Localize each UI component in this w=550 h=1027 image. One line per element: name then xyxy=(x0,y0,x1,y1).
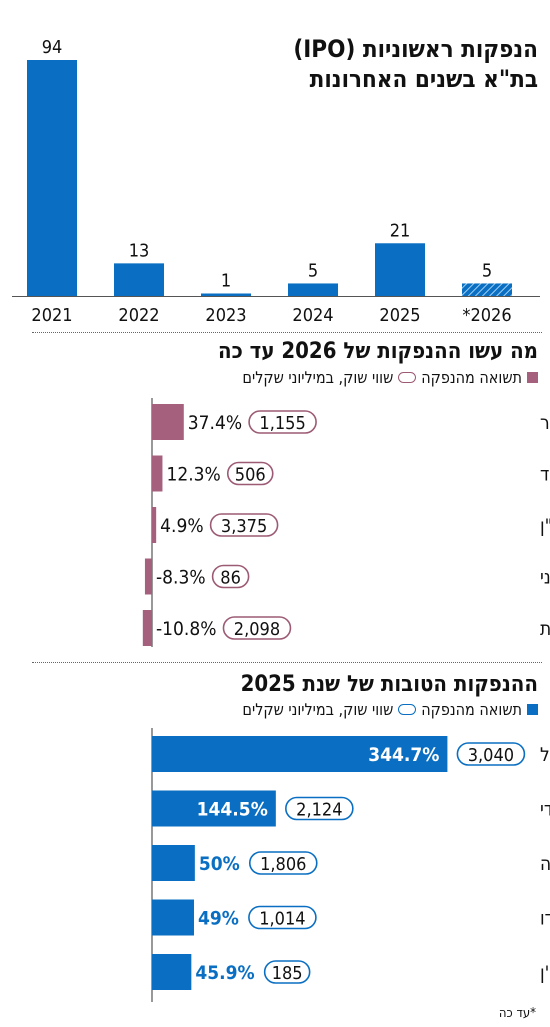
year-bar-value: 5 xyxy=(482,260,492,281)
year-bar-value: 5 xyxy=(308,260,318,281)
return-bar xyxy=(152,845,195,881)
return-value-label: -8.3% xyxy=(156,567,206,589)
legend-return-label: תשואה מהנפקה xyxy=(421,700,522,719)
year-tick-label: 2023 xyxy=(205,305,246,326)
company-label: בלדי xyxy=(540,799,550,821)
year-tick-label: 2022 xyxy=(118,305,159,326)
legend-return-label: תשואה מהנפקה xyxy=(421,368,522,387)
year-bar xyxy=(201,293,251,296)
return-value-label: 37.4% xyxy=(188,412,242,434)
section2-legend: תשואה מהנפקה שווי שוק, במיליוני שקלים xyxy=(242,368,538,387)
section3-legend: תשואה מהנפקה שווי שוק, במיליוני שקלים xyxy=(242,700,538,719)
return-value-label: 144.5% xyxy=(197,799,268,821)
market-value-label: 1,806 xyxy=(260,854,306,875)
ipo-2026-chart: סמארט שוטר 37.4% 1,155 אולטרייד 12.3% 506 רמי … xyxy=(142,398,550,647)
market-value-oval xyxy=(211,564,250,589)
year-bar xyxy=(375,243,425,296)
ipo-by-year-chart: 94 2021 13 2022 1 2023 5 2024 21 2025 5 *2026 xyxy=(12,37,540,326)
market-value-label: 1,155 xyxy=(259,413,305,434)
return-bar xyxy=(152,790,276,827)
legend-value-label: שווי שוק, במיליוני שקלים xyxy=(242,368,394,387)
market-value-oval xyxy=(285,796,354,821)
return-value-label: -10.8% xyxy=(156,618,216,640)
year-bar-value: 94 xyxy=(42,37,63,58)
section3-title: ההנפקות הטובות של שנת 2025 xyxy=(240,672,538,697)
market-value-oval xyxy=(248,905,317,930)
year-tick-label: 2024 xyxy=(292,305,333,326)
company-label: רמי לוי נדל"ן xyxy=(540,515,550,537)
return-value-label: 12.3% xyxy=(166,464,220,486)
chart1-title: הנפקות ראשוניות (IPO) בת"א בשנים האחרונו… xyxy=(293,34,538,94)
company-label: מגידו xyxy=(540,908,550,930)
legend-return-swatch xyxy=(527,372,538,383)
market-value-label: 3,375 xyxy=(221,516,267,537)
market-value-label: 185 xyxy=(272,963,303,984)
return-bar xyxy=(152,736,448,772)
return-bar xyxy=(152,455,163,492)
market-value-oval xyxy=(248,851,318,875)
return-bar xyxy=(144,558,152,595)
year-tick-label: 2025 xyxy=(379,305,420,326)
company-label: פרודלים השקעות xyxy=(540,618,550,640)
footnote: *עד כה xyxy=(498,1006,536,1021)
return-value-label: 344.7% xyxy=(368,744,439,766)
return-value-label: 49% xyxy=(198,908,239,930)
section2-title: מה עשו ההנפקות של 2026 עד כה xyxy=(217,339,538,364)
return-bar xyxy=(152,899,194,936)
year-bar xyxy=(288,283,338,296)
return-bar xyxy=(152,507,157,543)
company-label: מותג עירוני xyxy=(540,567,550,589)
market-value-oval xyxy=(209,513,279,537)
company-label: אקסון ויז'ן xyxy=(540,962,550,984)
return-value-label: 45.9% xyxy=(195,962,254,984)
ipo-2025-chart: אר פי אופטיקל 344.7% 3,040 בלדי 144.5% 2,124 ע… xyxy=(151,728,550,1002)
year-tick-label: *2026 xyxy=(462,305,511,326)
market-value-label: 2,098 xyxy=(234,619,280,640)
chart1-title-line1: הנפקות ראשוניות (IPO) xyxy=(293,35,538,63)
return-value-label: 4.9% xyxy=(160,515,203,537)
year-bar-value: 1 xyxy=(221,270,231,291)
return-bar xyxy=(142,610,152,646)
year-bar-value: 21 xyxy=(390,220,411,241)
year-bar xyxy=(114,263,164,296)
market-value-label: 86 xyxy=(220,568,241,589)
market-value-label: 1,014 xyxy=(259,909,305,930)
market-value-label: 506 xyxy=(235,465,266,486)
company-label: אולטרייד xyxy=(540,464,550,486)
company-label: סמארט שוטר xyxy=(540,412,550,434)
market-value-oval xyxy=(222,616,292,640)
return-bar xyxy=(152,954,192,990)
market-value-label: 2,124 xyxy=(296,800,342,821)
market-value-oval xyxy=(263,960,311,984)
chart1-title-line2: בת"א בשנים האחרונות xyxy=(309,65,538,93)
legend-value-oval xyxy=(398,704,417,715)
year-bar xyxy=(27,60,77,296)
divider-1 xyxy=(32,332,542,333)
return-bar xyxy=(152,404,184,440)
year-bar-value: 13 xyxy=(129,240,150,261)
return-value-label: 50% xyxy=(199,853,240,875)
market-value-oval xyxy=(248,410,317,434)
divider-2 xyxy=(32,662,542,663)
market-value-oval xyxy=(226,461,274,486)
legend-value-label: שווי שוק, במיליוני שקלים xyxy=(242,700,394,719)
company-label: אר פי אופטיקל xyxy=(540,744,550,766)
legend-value-oval xyxy=(398,372,417,383)
market-value-oval xyxy=(456,742,526,766)
year-tick-label: 2021 xyxy=(31,305,72,326)
legend-return-swatch xyxy=(527,704,538,715)
year-bar xyxy=(462,283,512,296)
market-value-label: 3,040 xyxy=(468,745,514,766)
company-label: עומר הנדסה xyxy=(540,853,550,875)
